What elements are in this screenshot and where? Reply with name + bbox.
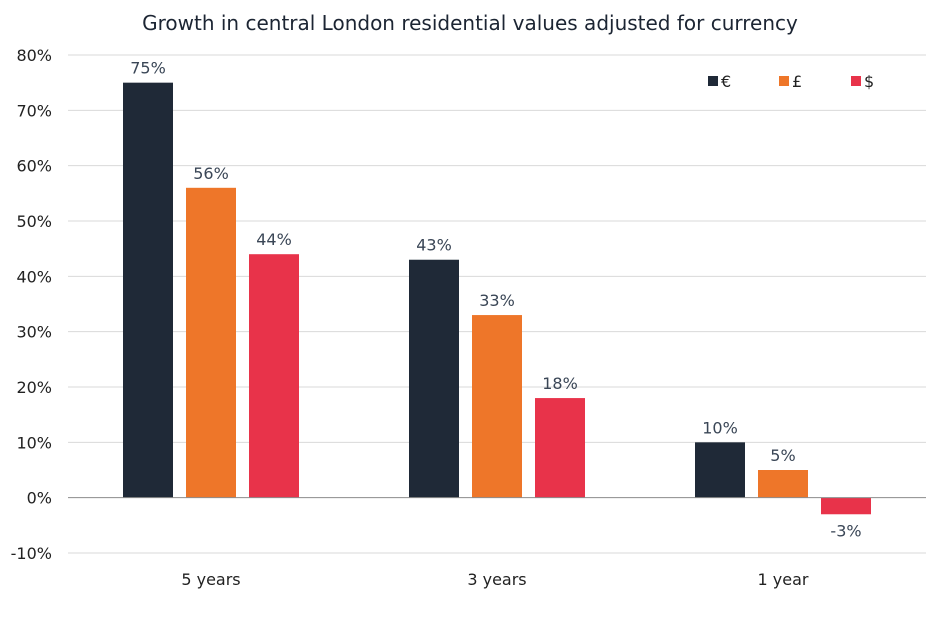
data-label: 56% — [193, 164, 229, 183]
data-label: 75% — [130, 59, 166, 78]
bars — [123, 82, 871, 515]
legend-swatch — [851, 76, 861, 86]
legend-label: $ — [864, 72, 874, 91]
bar — [535, 398, 585, 498]
bar — [186, 187, 236, 498]
bar — [821, 497, 871, 515]
data-label: 18% — [542, 374, 578, 393]
data-label: 33% — [479, 291, 515, 310]
y-tick-label: 30% — [16, 323, 52, 342]
bar — [249, 254, 299, 498]
data-label: 43% — [416, 236, 452, 255]
y-tick-label: 10% — [16, 433, 52, 452]
data-label: -3% — [830, 521, 861, 540]
bar — [695, 442, 745, 498]
legend-swatch — [779, 76, 789, 86]
y-tick-label: 70% — [16, 101, 52, 120]
x-category-label: 1 year — [758, 570, 809, 589]
bar — [409, 259, 459, 498]
y-tick-label: 40% — [16, 267, 52, 286]
legend-swatch — [708, 76, 718, 86]
y-tick-label: 0% — [27, 489, 52, 508]
x-axis-categories: 5 years 3 years 1 year — [181, 570, 809, 589]
chart-title: Growth in central London residential val… — [142, 11, 798, 35]
y-tick-label: 60% — [16, 157, 52, 176]
y-tick-label: 20% — [16, 378, 52, 397]
y-tick-label: 50% — [16, 212, 52, 231]
legend-label: € — [721, 72, 731, 91]
bar — [123, 82, 173, 498]
x-category-label: 5 years — [181, 570, 240, 589]
y-tick-label: 80% — [16, 46, 52, 65]
data-label: 5% — [770, 446, 795, 465]
data-label: 44% — [256, 230, 292, 249]
legend-label: £ — [792, 72, 802, 91]
bar — [758, 470, 808, 498]
data-labels: 75% 56% 44% 43% 33% 18% 10% 5% -3% — [130, 59, 861, 541]
x-category-label: 3 years — [467, 570, 526, 589]
legend: € £ $ — [708, 72, 874, 91]
data-label: 10% — [702, 418, 738, 437]
y-tick-label: -10% — [11, 544, 52, 563]
y-axis-ticks: -10% 0% 10% 20% 30% 40% 50% 60% 70% 80% — [11, 46, 52, 563]
bar — [472, 315, 522, 498]
